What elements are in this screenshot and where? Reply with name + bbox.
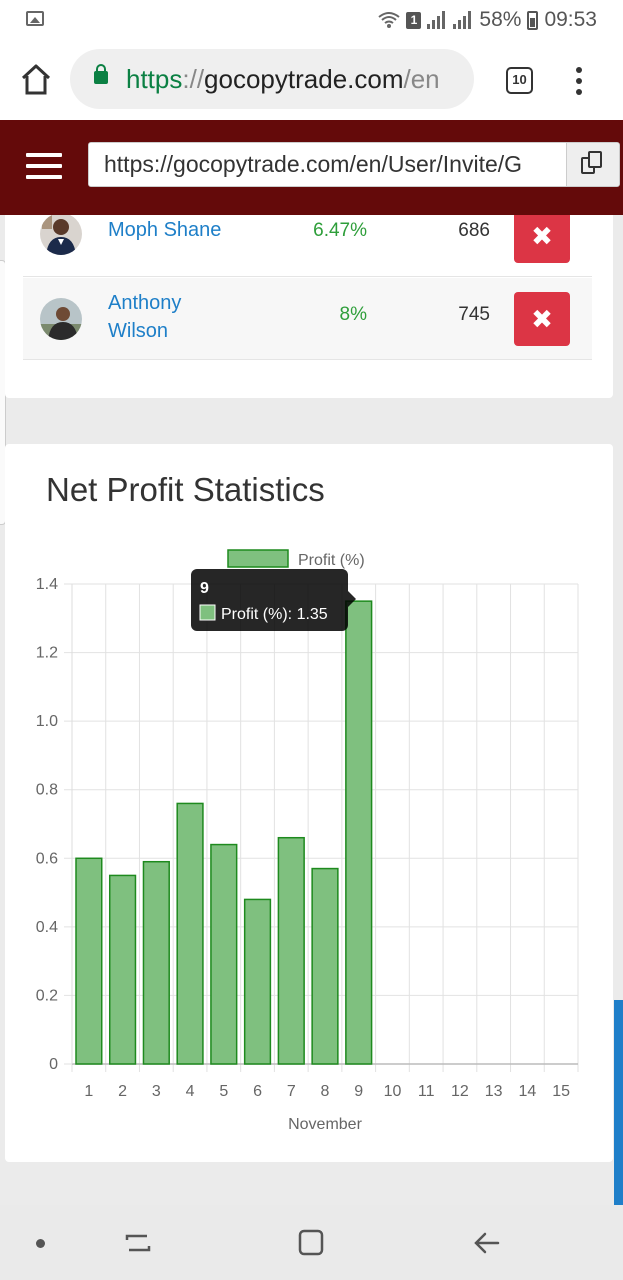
gallery-notification-icon <box>26 11 44 26</box>
follower-percent: 8% <box>339 304 367 325</box>
x-tick-label: 12 <box>451 1083 469 1100</box>
nav-dot-icon[interactable] <box>36 1239 45 1248</box>
y-tick-label: 0.6 <box>36 850 58 867</box>
x-tick-label: 15 <box>552 1083 570 1100</box>
follower-name[interactable]: Moph Shane <box>108 219 222 241</box>
delete-button[interactable]: ✖ <box>514 215 570 263</box>
tooltip-caret <box>348 591 356 607</box>
x-tick-label: 2 <box>118 1083 127 1100</box>
y-tick-label: 0.8 <box>36 782 58 799</box>
x-tick-label: 1 <box>84 1083 93 1100</box>
x-tick-label: 5 <box>219 1083 228 1100</box>
lock-icon <box>94 64 108 84</box>
home-nav-icon[interactable] <box>297 1228 327 1258</box>
y-tick-label: 0.2 <box>36 987 58 1004</box>
bar-1 <box>75 857 103 1065</box>
bar-9 <box>345 600 373 1065</box>
x-tick-label: 10 <box>384 1083 402 1100</box>
x-tick-label: 4 <box>186 1083 195 1100</box>
tooltip-label: Profit (%): 1.35 <box>221 606 328 623</box>
site-header <box>0 120 623 215</box>
address-bar[interactable]: https://gocopytrade.com/en <box>70 49 474 109</box>
hamburger-menu-icon[interactable] <box>26 153 62 181</box>
bar-3 <box>142 860 170 1065</box>
net-profit-card: Net Profit Statistics 0 0.2 0.4 0.6 0.8 1.0 1.… <box>5 444 613 1162</box>
follower-name[interactable]: Anthony Wilson <box>108 292 182 342</box>
bar-4 <box>176 802 204 1065</box>
wifi-icon <box>378 12 401 28</box>
follower-percent: 6.47% <box>313 220 367 241</box>
bar-8 <box>311 867 339 1065</box>
tab-switcher-button[interactable]: 10 <box>506 67 533 94</box>
status-icons: 1 58% 09:53 <box>378 8 597 32</box>
y-tick-label: 0.4 <box>36 919 58 936</box>
battery-icon <box>527 10 539 30</box>
legend-swatch <box>227 549 289 568</box>
home-icon[interactable] <box>20 62 52 96</box>
follower-count: 686 <box>458 220 490 241</box>
scrollbar[interactable] <box>614 1000 623 1205</box>
x-tick-label: 14 <box>519 1083 537 1100</box>
copy-button[interactable] <box>566 143 619 186</box>
y-tick-label: 1.2 <box>36 645 58 662</box>
url-text: https://gocopytrade.com/en <box>126 64 440 94</box>
x-tick-label: 3 <box>152 1083 161 1100</box>
browser-toolbar: https://gocopytrade.com/en 10 <box>0 40 623 120</box>
x-tick-label: 13 <box>485 1083 503 1100</box>
x-tick-label: 8 <box>321 1083 330 1100</box>
main-content: Moph Shane 6.47% 686 ✖ Anthony Wilson 8%… <box>0 215 623 1205</box>
avatar <box>40 298 82 340</box>
back-icon[interactable] <box>472 1228 502 1258</box>
recent-apps-icon[interactable] <box>123 1228 153 1258</box>
invite-link-input[interactable] <box>89 143 567 186</box>
y-tick-label: 0 <box>49 1056 58 1073</box>
table-row: Anthony Wilson 8% 745 ✖ <box>23 278 592 360</box>
clock: 09:53 <box>544 8 597 31</box>
tooltip-box <box>191 569 348 631</box>
tooltip-title: 9 <box>200 580 209 597</box>
x-tick-label: 7 <box>287 1083 296 1100</box>
sim-one-icon: 1 <box>406 11 422 29</box>
x-tick-label: 11 <box>418 1083 435 1100</box>
bar-7 <box>277 836 305 1065</box>
bar-5 <box>210 843 238 1065</box>
profit-bar-chart: 00.20.40.60.81.01.21.41 2 3 4 5 6 7 8 9 10 11 12 13 1… <box>36 549 579 1133</box>
signal-2-icon <box>453 11 473 29</box>
bar-2 <box>108 874 137 1065</box>
legend-label: Profit (%) <box>298 552 365 569</box>
navigation-bar <box>0 1205 623 1280</box>
more-menu-icon[interactable] <box>576 67 584 95</box>
tooltip-swatch <box>199 604 216 621</box>
y-tick-label: 1.4 <box>36 576 58 593</box>
followers-card: Moph Shane 6.47% 686 ✖ Anthony Wilson 8%… <box>5 215 613 398</box>
avatar <box>40 215 82 255</box>
chart-title: Net Profit Statistics <box>46 471 325 508</box>
x-axis-title: November <box>288 1116 362 1133</box>
y-tick-label: 1.0 <box>36 713 58 730</box>
x-tick-label: 6 <box>253 1083 262 1100</box>
table-row: Moph Shane 6.47% 686 ✖ <box>23 215 592 277</box>
delete-button[interactable]: ✖ <box>514 292 570 346</box>
battery-percent: 58% <box>479 8 522 31</box>
follower-count: 745 <box>458 304 490 325</box>
invite-link-group <box>88 142 620 187</box>
signal-icon <box>427 11 447 29</box>
x-tick-label: 9 <box>354 1083 363 1100</box>
bar-6 <box>243 898 272 1065</box>
status-bar: 1 58% 09:53 <box>0 0 623 40</box>
